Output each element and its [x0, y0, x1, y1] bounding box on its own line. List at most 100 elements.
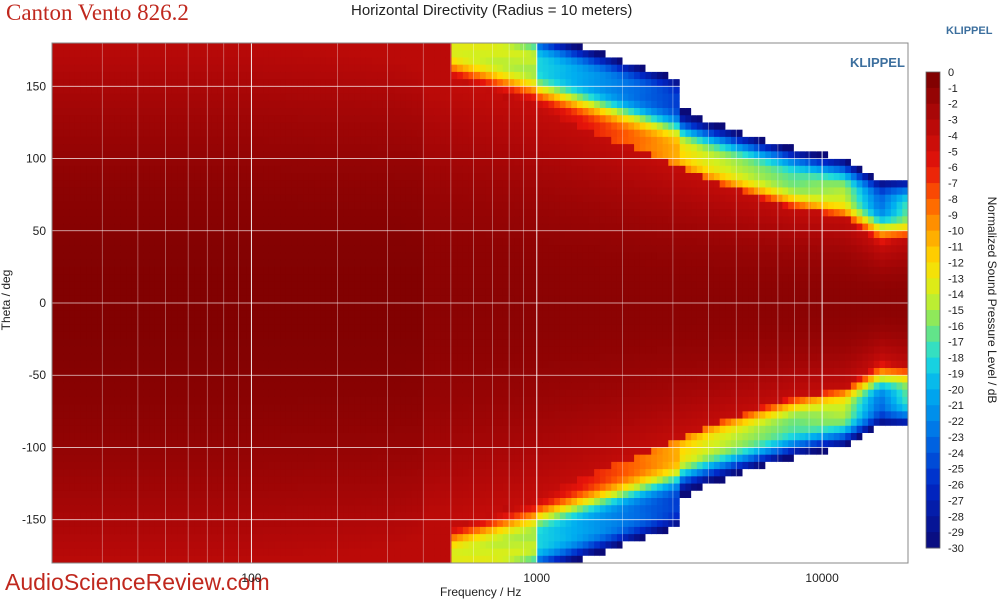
heatmap-cell: [217, 469, 224, 477]
heatmap-cell: [405, 201, 413, 210]
heatmap-cell: [337, 418, 344, 427]
heatmap-cell: [188, 476, 196, 485]
chart-title: Horizontal Directivity (Radius = 10 mete…: [351, 2, 633, 19]
heatmap-cell: [114, 86, 122, 95]
heatmap-cell: [308, 346, 316, 355]
heatmap-cell: [80, 303, 87, 311]
heatmap-cell: [171, 519, 179, 528]
heatmap-cell: [263, 187, 270, 196]
heatmap-cell: [211, 79, 219, 87]
heatmap-cell: [343, 440, 350, 449]
heatmap-cell: [360, 259, 367, 268]
heatmap-cell: [137, 295, 144, 304]
heatmap-cell: [114, 555, 122, 563]
heatmap-cell: [440, 440, 447, 449]
heatmap-cell: [440, 64, 447, 73]
heatmap-cell: [263, 310, 270, 319]
heatmap-cell: [63, 245, 70, 254]
heatmap-cell: [274, 144, 281, 152]
heatmap-cell: [114, 165, 122, 174]
heatmap-cell: [377, 151, 384, 160]
heatmap-cell: [63, 259, 70, 268]
heatmap-cell: [440, 180, 447, 189]
heatmap-cell: [405, 526, 413, 535]
heatmap-cell: [228, 274, 236, 282]
heatmap-cell: [143, 404, 150, 412]
heatmap-cell: [388, 512, 395, 521]
heatmap-cell: [131, 476, 139, 485]
heatmap-cell: [354, 201, 361, 210]
heatmap-cell: [377, 404, 384, 412]
heatmap-cell: [320, 440, 327, 449]
heatmap-cell: [280, 187, 287, 196]
heatmap-cell: [137, 418, 144, 427]
heatmap-cell: [382, 310, 390, 319]
heatmap-cell: [268, 180, 276, 189]
heatmap-cell: [371, 331, 378, 340]
heatmap-cell: [143, 57, 150, 66]
heatmap-cell: [228, 461, 236, 470]
heatmap-cell: [177, 173, 184, 181]
heatmap-cell: [183, 433, 190, 441]
heatmap-cell: [200, 454, 207, 463]
heatmap-cell: [126, 404, 133, 412]
heatmap-cell: [405, 368, 413, 376]
heatmap-cell: [200, 57, 207, 66]
heatmap-cell: [131, 404, 139, 412]
heatmap-cell: [280, 71, 287, 80]
heatmap-cell: [434, 404, 441, 412]
heatmap-cell: [405, 108, 413, 116]
heatmap-cell: [411, 252, 418, 261]
heatmap-cell: [228, 122, 236, 131]
heatmap-cell: [371, 447, 378, 456]
heatmap-cell: [52, 43, 59, 51]
heatmap-cell: [177, 548, 184, 557]
heatmap-cell: [109, 447, 116, 456]
heatmap-cell: [52, 151, 59, 160]
heatmap-cell: [69, 339, 76, 347]
heatmap-cell: [160, 324, 167, 333]
heatmap-cell: [354, 288, 361, 297]
heatmap-cell: [251, 144, 259, 152]
heatmap-cell: [297, 223, 304, 232]
heatmap-cell: [149, 209, 156, 217]
heatmap-cell: [291, 519, 298, 528]
heatmap-cell: [240, 43, 247, 51]
heatmap-cell: [405, 375, 413, 384]
heatmap-cell: [405, 136, 413, 145]
heatmap-cell: [137, 151, 144, 160]
heatmap-cell: [97, 194, 104, 203]
heatmap-cell: [177, 79, 184, 87]
heatmap-cell: [365, 404, 373, 412]
heatmap-cell: [91, 512, 99, 521]
heatmap-cell: [200, 144, 207, 152]
heatmap-cell: [97, 331, 104, 340]
heatmap-cell: [217, 346, 224, 355]
heatmap-cell: [183, 382, 190, 391]
heatmap-cell: [411, 375, 418, 384]
heatmap-cell: [91, 548, 99, 557]
heatmap-cell: [80, 483, 87, 492]
heatmap-cell: [285, 490, 293, 499]
heatmap-cell: [388, 555, 395, 563]
heatmap-cell: [74, 194, 82, 203]
heatmap-cell: [320, 353, 327, 362]
heatmap-cell: [274, 303, 281, 311]
heatmap-cell: [314, 71, 321, 80]
heatmap-cell: [343, 194, 350, 203]
heatmap-cell: [394, 461, 401, 470]
heatmap-cell: [354, 461, 361, 470]
heatmap-cell: [280, 194, 287, 203]
heatmap-cell: [308, 259, 316, 268]
heatmap-cell: [194, 274, 201, 282]
heatmap-cell: [377, 396, 384, 405]
heatmap-cell: [234, 469, 241, 477]
heatmap-cell: [365, 476, 373, 485]
heatmap-cell: [63, 303, 70, 311]
heatmap-cell: [263, 201, 270, 210]
heatmap-cell: [246, 158, 253, 167]
heatmap-cell: [160, 86, 167, 95]
heatmap-cell: [411, 43, 418, 51]
heatmap-cell: [354, 324, 361, 333]
heatmap-cell: [348, 541, 356, 550]
